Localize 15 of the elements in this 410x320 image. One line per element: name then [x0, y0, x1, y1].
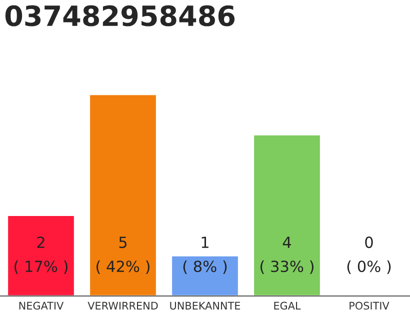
data-label: 1 ( 8% ) — [183, 236, 227, 274]
bar — [6, 214, 76, 296]
data-label: 4 ( 33% ) — [260, 236, 314, 274]
data-label: 2 ( 17% ) — [14, 236, 68, 274]
x-tick-label: NEGATIV — [19, 302, 64, 310]
x-tick-label: POSITIV — [350, 302, 390, 310]
x-tick-label: UNBEKANNTE — [170, 302, 240, 310]
bar — [88, 94, 158, 296]
x-tick-label: VERWIRREND — [88, 302, 158, 310]
data-label: 5 ( 42% ) — [96, 236, 150, 274]
bar — [170, 254, 240, 296]
data-label: 0 ( 0% ) — [347, 236, 391, 274]
bar — [252, 134, 322, 296]
chart-title: 037482958486 — [5, 5, 235, 26]
x-tick-label: EGAL — [274, 302, 301, 310]
